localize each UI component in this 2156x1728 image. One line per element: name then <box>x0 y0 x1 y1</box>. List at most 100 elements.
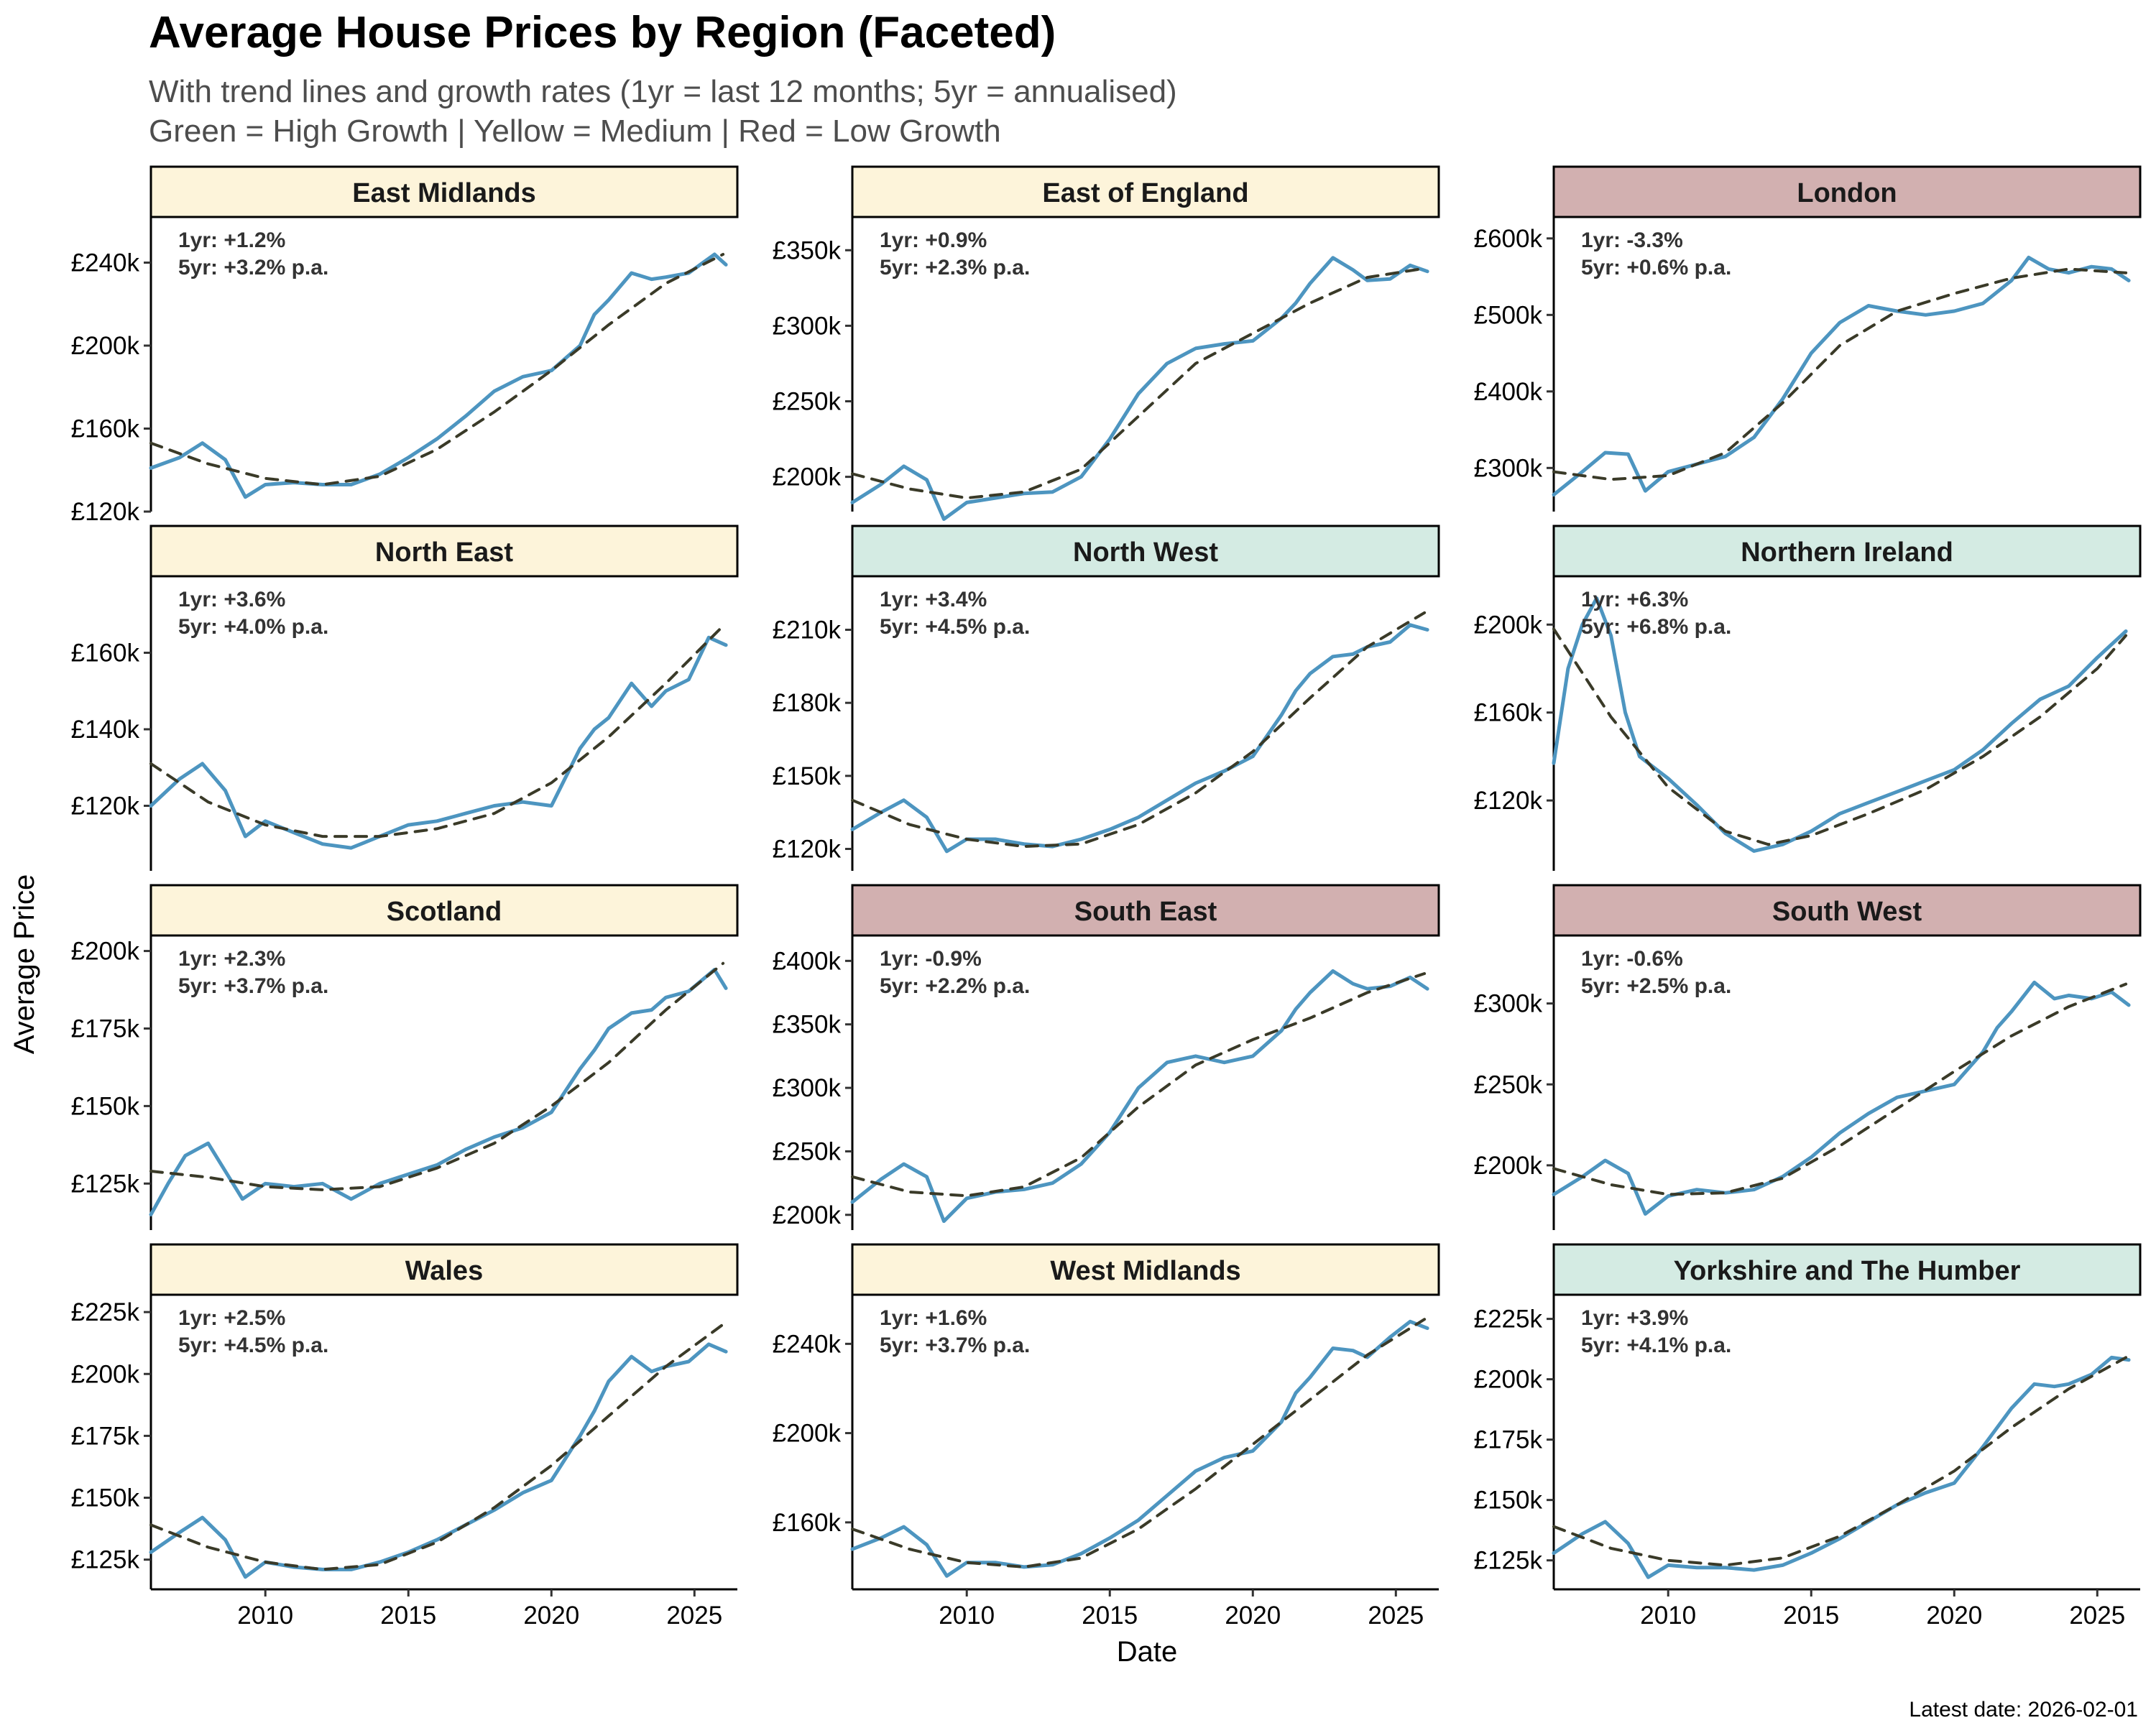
y-tick-label: £140k <box>71 716 140 744</box>
y-tick-label: £120k <box>1474 787 1543 815</box>
y-tick-label: £120k <box>71 792 140 820</box>
y-tick-label: £350k <box>773 1011 842 1039</box>
price-line <box>850 256 1429 521</box>
y-tick-label: £125k <box>71 1546 140 1574</box>
facet-panel: East of England £200k £250k £300k £350k 1yr: … <box>773 165 1440 521</box>
y-tick-label: £160k <box>71 639 140 667</box>
chart-subtitle-line-1: With trend lines and growth rates (1yr =… <box>149 74 1177 109</box>
x-tick-label: 2015 <box>1783 1602 1839 1630</box>
y-tick-label: £240k <box>71 249 140 277</box>
price-line <box>1552 1355 2131 1579</box>
y-tick-label: £200k <box>1474 611 1543 639</box>
y-tick-label: £150k <box>71 1484 140 1512</box>
facet-strip-label: Yorkshire and The Humber <box>1674 1256 2021 1286</box>
facet-strip-label: West Midlands <box>1050 1256 1240 1286</box>
facet-panel: South West £200k £250k £300k 1yr: -0.6% 5yr: … <box>1474 884 2142 1230</box>
price-line <box>149 252 728 499</box>
facet-strip <box>1552 165 2142 218</box>
y-tick-label: £400k <box>1474 378 1543 406</box>
facet-strip-label: South West <box>1772 897 1922 927</box>
facet-panel: Northern Ireland £120k £160k £200k 1yr: +6.3… <box>1474 525 2142 871</box>
y-tick-label: £200k <box>71 332 140 360</box>
growth-5yr-label: 5yr: +4.0% p.a. <box>178 615 328 639</box>
trend-line <box>851 267 1427 500</box>
price-line <box>1552 980 2131 1216</box>
y-tick-label: £175k <box>71 1015 140 1043</box>
y-tick-label: £300k <box>1474 990 1543 1018</box>
y-tick-label: £125k <box>1474 1547 1543 1575</box>
trend-line <box>149 1323 725 1571</box>
y-tick-label: £250k <box>773 388 842 416</box>
facet-panel: South East £200k £250k £300k £350k £400k 1yr: … <box>773 884 1440 1230</box>
y-axis-title: Average Price <box>9 874 40 1055</box>
x-tick-label: 2020 <box>1225 1602 1281 1630</box>
facet-strip-label: London <box>1797 178 1897 208</box>
y-tick-label: £175k <box>71 1422 140 1450</box>
price-line <box>1552 255 2131 497</box>
growth-1yr-label: 1yr: -0.6% <box>1581 947 1683 971</box>
facet-strip-label: Northern Ireland <box>1741 537 1953 568</box>
growth-1yr-label: 1yr: +1.6% <box>880 1306 987 1330</box>
growth-1yr-label: 1yr: +3.6% <box>178 588 285 611</box>
y-tick-label: £180k <box>773 689 842 717</box>
x-tick-label: 2010 <box>237 1602 293 1630</box>
y-tick-label: £120k <box>71 498 140 526</box>
growth-1yr-label: 1yr: -0.9% <box>880 947 982 971</box>
chart-title: Average House Prices by Region (Faceted) <box>149 8 1056 57</box>
y-tick-label: £200k <box>773 1420 842 1448</box>
x-tick-label: 2020 <box>1926 1602 1982 1630</box>
y-tick-label: £150k <box>773 762 842 790</box>
y-tick-label: £300k <box>773 312 842 340</box>
y-tick-label: £150k <box>71 1092 140 1120</box>
y-tick-label: £600k <box>1474 225 1543 253</box>
growth-5yr-label: 5yr: +3.7% p.a. <box>880 1334 1030 1357</box>
facet-strip <box>149 165 739 218</box>
y-tick-label: £200k <box>71 1360 140 1388</box>
facet-strip <box>1552 525 2142 578</box>
y-tick-label: £160k <box>1474 699 1543 727</box>
x-tick-label: 2025 <box>1368 1602 1424 1630</box>
x-tick-label: 2010 <box>1640 1602 1696 1630</box>
y-tick-label: £300k <box>1474 454 1543 482</box>
trend-line <box>851 1318 1427 1568</box>
facet-strip <box>149 525 739 578</box>
trend-line <box>1552 627 2128 846</box>
facet-panel: West Midlands 2010 2015 2020 2025 £160k £200k £… <box>773 1243 1440 1630</box>
trend-line <box>851 972 1427 1198</box>
x-tick-label: 2015 <box>380 1602 436 1630</box>
y-tick-label: £210k <box>773 616 842 644</box>
growth-1yr-label: 1yr: +2.3% <box>178 947 285 971</box>
facet-strip-label: Scotland <box>387 897 502 927</box>
growth-1yr-label: 1yr: +0.9% <box>880 228 987 252</box>
facet-strip <box>851 884 1440 937</box>
facet-panel: Wales 2010 2015 2020 2025 £125k £150k £175k £200… <box>71 1243 739 1630</box>
facet-strip <box>149 1243 739 1296</box>
trend-line <box>1552 982 2128 1196</box>
facet-strip <box>851 1243 1440 1296</box>
y-tick-label: £350k <box>773 236 842 264</box>
y-tick-label: £175k <box>1474 1426 1543 1454</box>
price-line <box>850 969 1429 1224</box>
facet-panel: Scotland £125k £150k £175k £200k 1yr: +2.3% 5y… <box>71 884 739 1230</box>
chart-subtitle-line-2: Green = High Growth | Yellow = Medium | … <box>149 114 1001 149</box>
y-tick-label: £200k <box>773 1201 842 1229</box>
x-tick-label: 2025 <box>666 1602 722 1630</box>
facet-strip <box>1552 1243 2142 1296</box>
facet-strip-label: Wales <box>405 1256 483 1286</box>
growth-5yr-label: 5yr: +4.5% p.a. <box>178 1334 328 1357</box>
trend-line <box>1552 1356 2128 1567</box>
facet-strip-label: North West <box>1073 537 1218 568</box>
y-tick-label: £250k <box>773 1137 842 1165</box>
price-line <box>850 623 1429 854</box>
x-axis-title: Date <box>1117 1636 1178 1668</box>
trend-line <box>149 253 725 486</box>
facet-panel: East Midlands £120k £160k £200k £240k 1yr: +1… <box>71 165 739 526</box>
y-tick-label: £300k <box>773 1074 842 1102</box>
trend-line <box>149 624 725 838</box>
y-tick-label: £225k <box>71 1298 140 1326</box>
facet-panel: North West £120k £150k £180k £210k 1yr: +3.4%… <box>773 525 1440 871</box>
y-tick-label: £200k <box>1474 1152 1543 1180</box>
x-tick-label: 2010 <box>939 1602 995 1630</box>
growth-5yr-label: 5yr: +2.2% p.a. <box>880 974 1030 998</box>
